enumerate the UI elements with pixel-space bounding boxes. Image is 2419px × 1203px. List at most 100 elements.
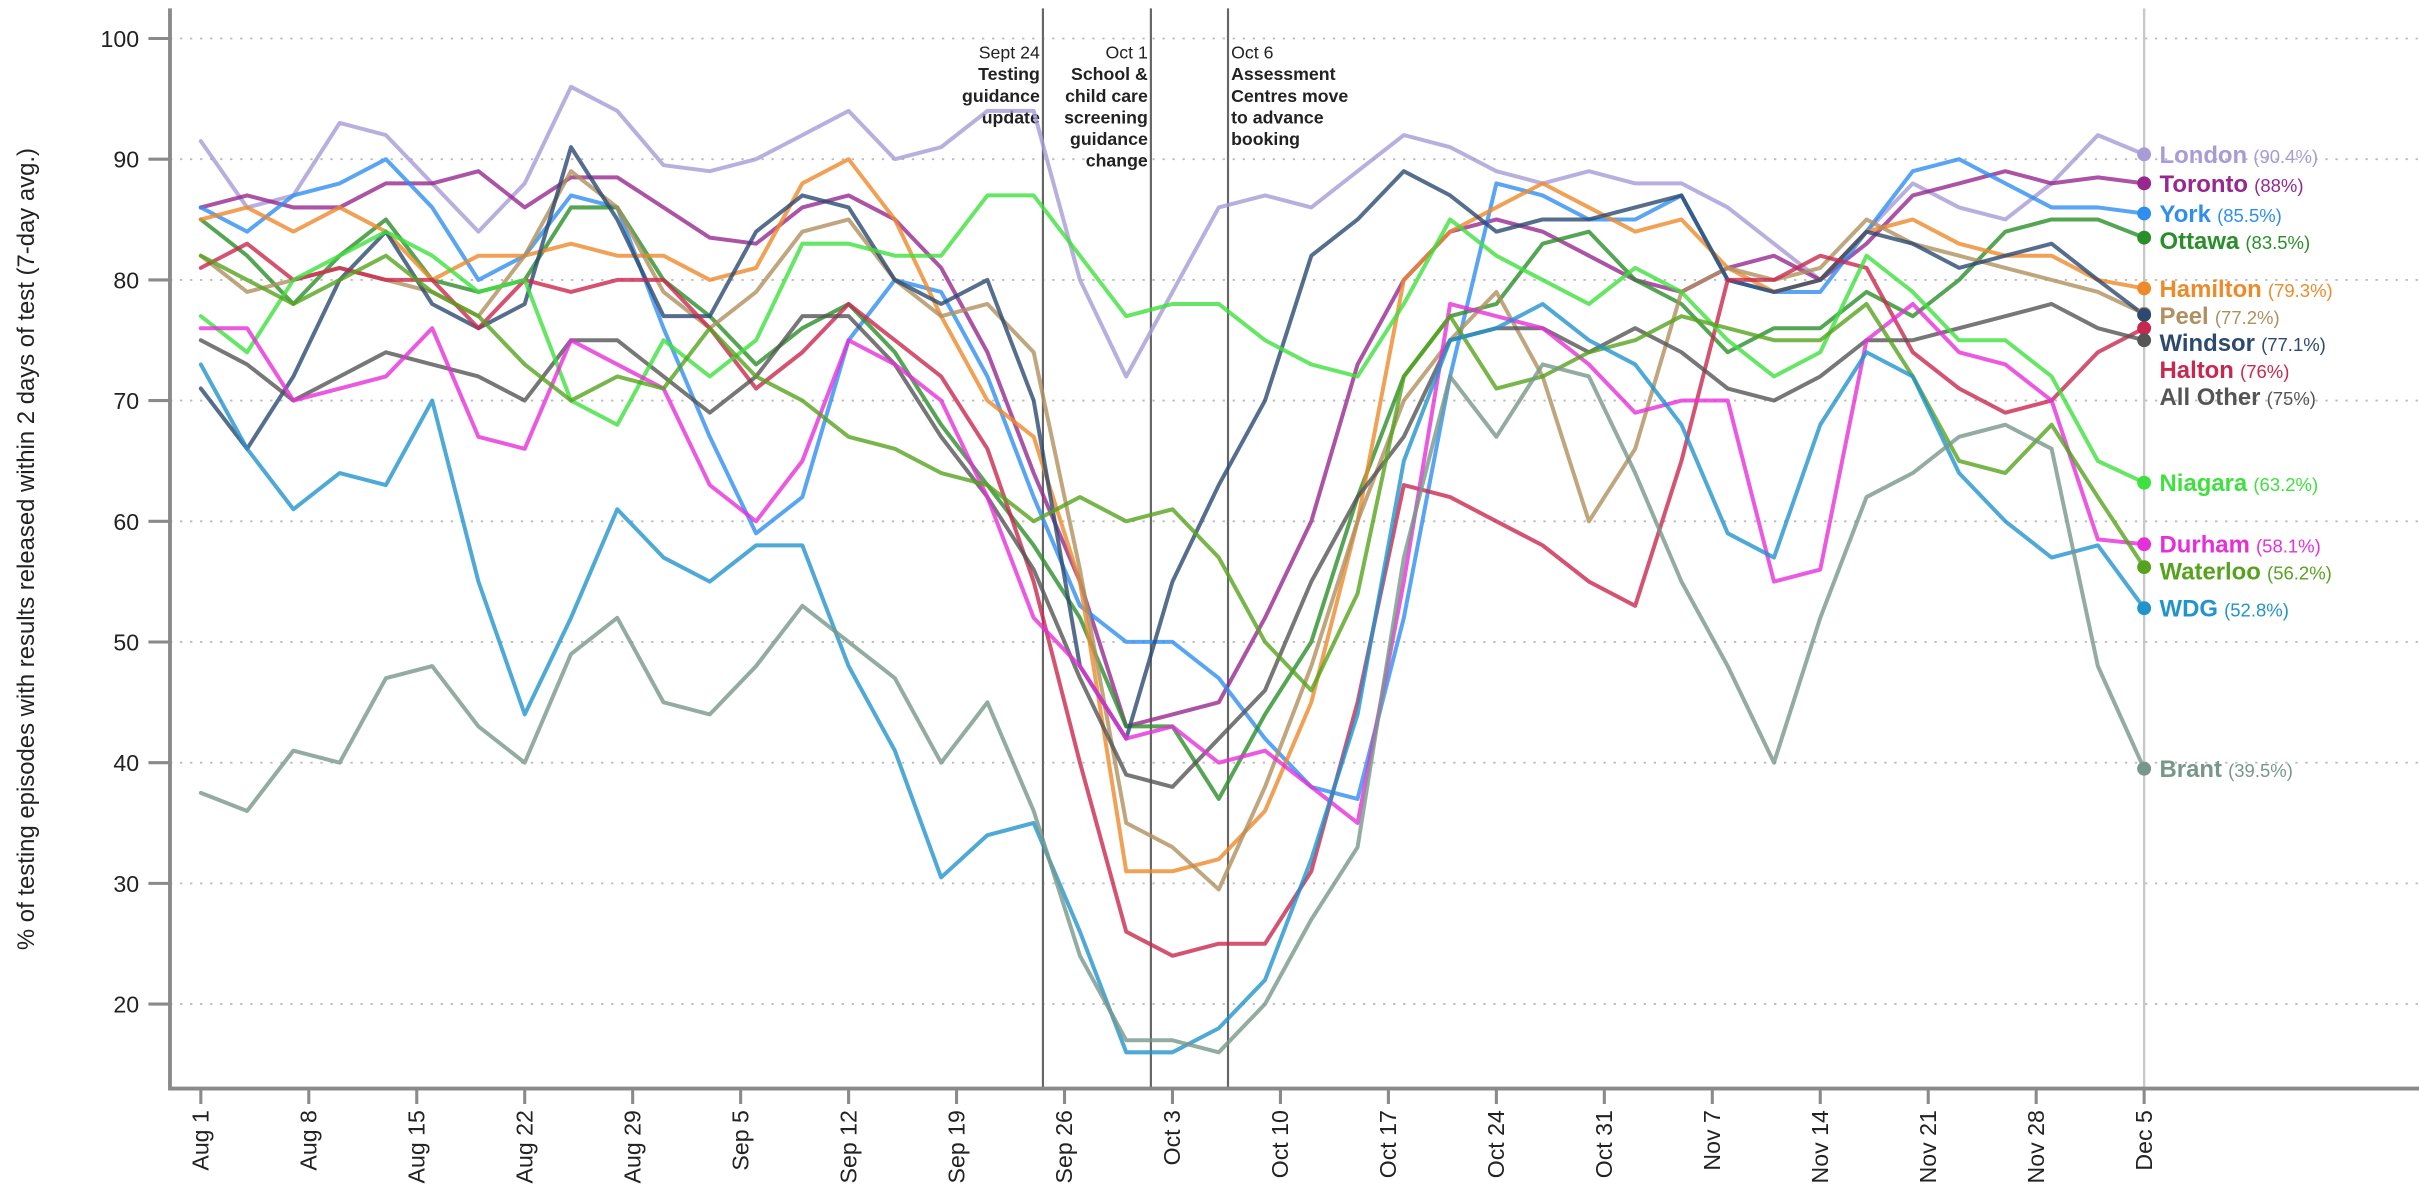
series-line	[198, 253, 2147, 693]
annotation-date: Oct 6	[1231, 43, 1273, 63]
annotation-text: Centres move	[1231, 86, 1348, 106]
y-tick-label: 100	[101, 26, 140, 52]
x-tick-label: Oct 31	[1591, 1110, 1617, 1178]
end-label: Waterloo (56.2%)	[2160, 559, 2332, 586]
annotation-text: change	[1086, 151, 1148, 171]
x-tick-label: Oct 24	[1483, 1110, 1509, 1178]
y-tick-label: 80	[113, 267, 139, 293]
series-last-value: (77.2%)	[2215, 307, 2280, 328]
end-label: Toronto (88%)	[2160, 171, 2304, 198]
end-label: Halton (76%)	[2160, 357, 2290, 384]
x-tick-label: Nov 21	[1915, 1110, 1941, 1183]
series-name: Hamilton	[2160, 276, 2262, 303]
end-dot	[2137, 321, 2152, 336]
end-dot	[2137, 176, 2152, 191]
series-line	[198, 301, 2147, 789]
end-dot	[2137, 307, 2152, 322]
end-label: Hamilton (79.3%)	[2160, 276, 2333, 303]
annotation-date: Sept 24	[979, 43, 1040, 63]
axes: 20 30 40 50 60 70 80 90 100 Aug 1 Aug 8 Aug 15 Aug 2…	[101, 8, 2419, 1183]
series-line	[198, 169, 2147, 892]
end-label: Windsor (77.1%)	[2160, 330, 2326, 357]
series-last-value: (77.1%)	[2261, 334, 2326, 355]
end-dot	[2137, 537, 2152, 552]
end-labels: London (90.4%)Toronto (88%) York (85.5%)Otta…	[2137, 142, 2333, 783]
x-tick-label: Nov 28	[2023, 1110, 2049, 1183]
x-tick-label: Aug 15	[403, 1110, 429, 1183]
series-last-value: (90.4%)	[2253, 146, 2318, 167]
series-last-value: (52.8%)	[2224, 600, 2289, 621]
end-label: WDG (52.8%)	[2160, 596, 2289, 623]
series-name: All Other	[2160, 384, 2261, 411]
annotation-text: booking	[1231, 129, 1300, 149]
series-line	[198, 193, 2147, 485]
x-tick-label: Aug 1	[188, 1110, 214, 1170]
end-label: Peel (77.2%)	[2160, 303, 2280, 330]
series-last-value: (85.5%)	[2217, 205, 2282, 226]
end-dot	[2137, 147, 2152, 162]
x-tick-label: Oct 3	[1159, 1110, 1185, 1165]
series-name: Durham	[2160, 532, 2250, 559]
axis-line	[168, 8, 2419, 1091]
end-label: Ottawa (83.5%)	[2160, 228, 2311, 255]
annotation-text: School &	[1071, 64, 1148, 84]
series-name: London	[2160, 142, 2248, 169]
end-dot	[2137, 475, 2152, 490]
series-line	[198, 145, 2147, 741]
x-tick-label: Sep 26	[1051, 1110, 1077, 1183]
end-dot	[2137, 761, 2152, 776]
series-name: Niagara	[2160, 470, 2248, 497]
y-axis-label: % of testing episodes with results relea…	[13, 148, 40, 950]
series-last-value: (76%)	[2240, 361, 2289, 382]
series-line	[198, 301, 2147, 1055]
annotation-text: Testing	[978, 64, 1040, 84]
annotation-text: to advance	[1231, 107, 1324, 127]
end-label: Brant (39.5%)	[2160, 756, 2293, 783]
x-tick-label: Nov 14	[1807, 1110, 1833, 1183]
series-name: York	[2160, 201, 2212, 228]
series-last-value: (39.5%)	[2228, 760, 2293, 781]
y-tick-label: 50	[113, 629, 139, 655]
y-tick-label: 40	[113, 750, 139, 776]
series-last-value: (63.2%)	[2253, 474, 2318, 495]
series-name: Ottawa	[2160, 228, 2240, 255]
y-tick-label: 90	[113, 147, 139, 173]
end-label: London (90.4%)	[2160, 142, 2319, 169]
end-label: Niagara (63.2%)	[2160, 470, 2319, 497]
end-dot	[2137, 206, 2152, 221]
annotation-text: guidance	[962, 86, 1040, 106]
series-name: Toronto	[2160, 171, 2248, 198]
end-dot	[2137, 281, 2152, 296]
annotation-text: child care	[1065, 86, 1148, 106]
series-last-value: (79.3%)	[2268, 280, 2333, 301]
end-dot	[2137, 333, 2152, 348]
series-last-value: (83.5%)	[2245, 232, 2310, 253]
x-tick-label: Aug 8	[296, 1110, 322, 1170]
end-label: York (85.5%)	[2160, 201, 2282, 228]
annotation-date: Oct 1	[1105, 43, 1147, 63]
x-tick-label: Aug 29	[619, 1110, 645, 1183]
y-tick-label: 60	[113, 509, 139, 535]
series-lines	[198, 84, 2147, 1055]
x-tick-label: Nov 7	[1699, 1110, 1725, 1170]
series-last-value: (75%)	[2267, 388, 2316, 409]
y-tick-label: 70	[113, 388, 139, 414]
x-tick-label: Oct 17	[1375, 1110, 1401, 1178]
x-tick-label: Sep 19	[943, 1110, 969, 1183]
x-tick-label: Sep 5	[727, 1110, 753, 1170]
series-name: WDG	[2160, 596, 2218, 623]
end-dot	[2137, 230, 2152, 245]
annotation-text: guidance	[1070, 129, 1148, 149]
x-tick-label: Dec 5	[2131, 1110, 2157, 1170]
series-name: Brant	[2160, 756, 2222, 783]
series-last-value: (56.2%)	[2267, 563, 2332, 584]
end-dot	[2137, 601, 2152, 616]
grid	[169, 37, 2419, 1005]
series-name: Peel	[2160, 303, 2209, 330]
y-tick-label: 30	[113, 871, 139, 897]
end-dot	[2137, 560, 2152, 575]
series-name: Waterloo	[2160, 559, 2261, 586]
